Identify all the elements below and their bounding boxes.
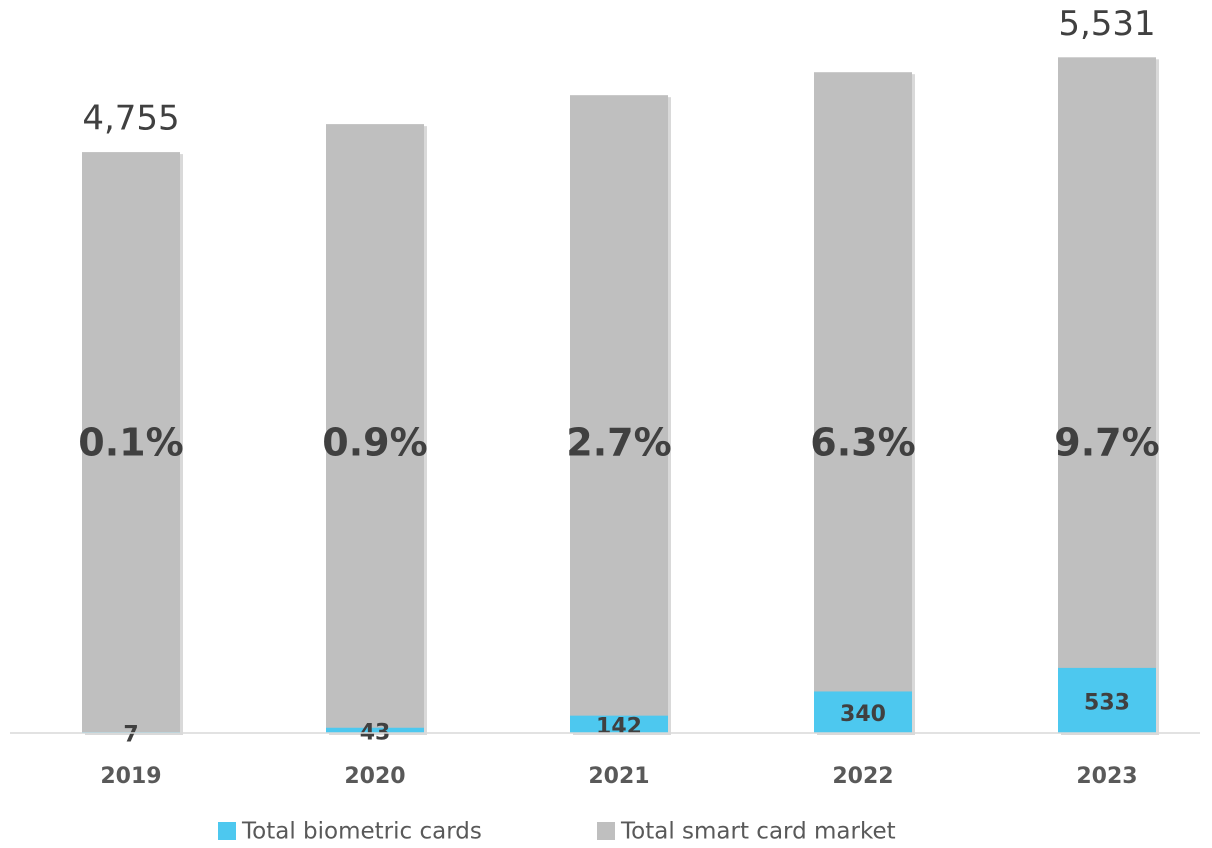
bar [814, 72, 912, 733]
value-label: 7 [123, 723, 138, 748]
value-label: 340 [840, 702, 886, 727]
x-tick-label: 2019 [100, 764, 161, 789]
x-tick-label: 2022 [832, 764, 893, 789]
share-label: 0.1% [78, 421, 183, 465]
x-tick-label: 2021 [588, 764, 649, 789]
bar [326, 124, 424, 733]
bar [814, 691, 912, 733]
value-label: 533 [1084, 690, 1130, 715]
share-label: 9.7% [1054, 421, 1159, 465]
bar [1058, 57, 1156, 734]
legend-swatch [218, 822, 236, 840]
legend-label: Total smart card market [620, 819, 896, 845]
bar [326, 727, 424, 733]
x-tick-label: 2020 [344, 764, 405, 789]
bar [570, 95, 668, 733]
legend-swatch [597, 822, 615, 840]
bar [1058, 667, 1156, 733]
bar [82, 152, 180, 733]
share-label: 2.7% [566, 421, 671, 465]
x-tick-label: 2023 [1076, 764, 1137, 789]
bar [570, 715, 668, 733]
share-label: 0.9% [322, 421, 427, 465]
total-label: 5,531 [1058, 4, 1155, 44]
share-label: 6.3% [810, 421, 915, 465]
legend-label: Total biometric cards [241, 819, 482, 845]
value-label: 142 [596, 714, 642, 739]
total-label: 4,755 [82, 99, 179, 139]
